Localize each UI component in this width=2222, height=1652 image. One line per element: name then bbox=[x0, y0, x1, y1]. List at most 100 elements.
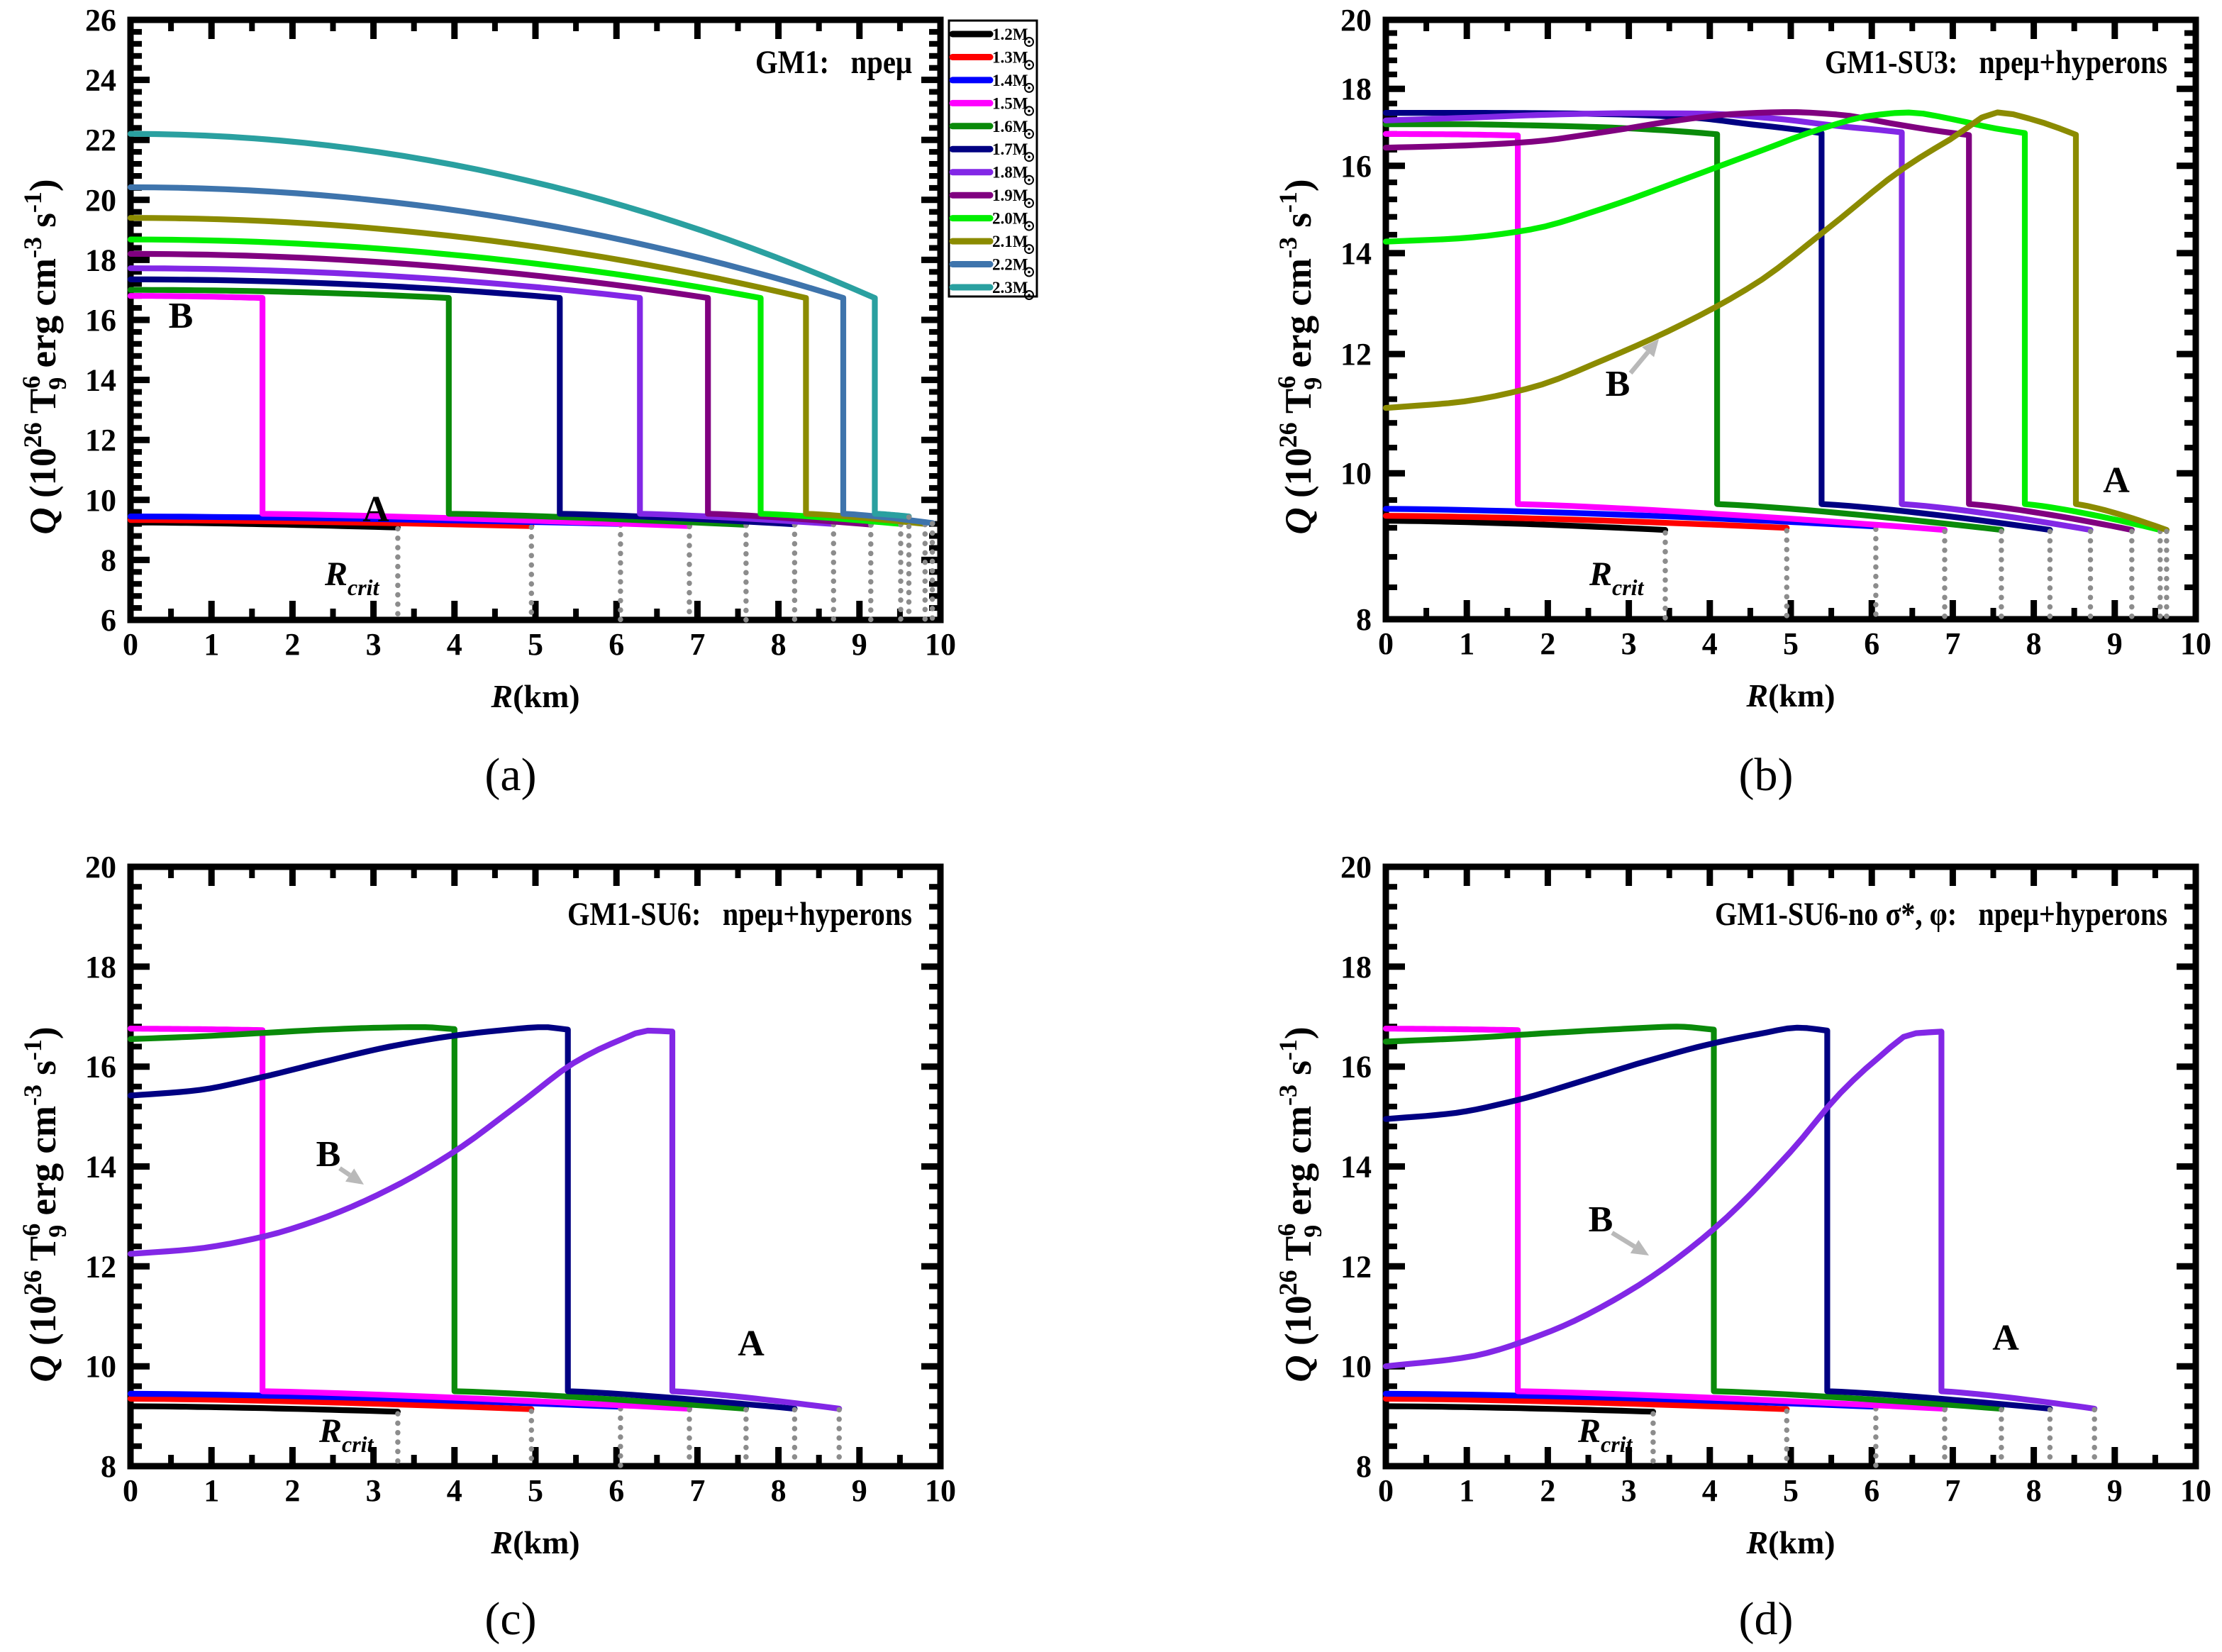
svg-text:6: 6 bbox=[1864, 626, 1879, 661]
svg-text:A: A bbox=[2103, 460, 2130, 501]
svg-text:14: 14 bbox=[1340, 1150, 1372, 1185]
svg-text:A: A bbox=[738, 1324, 765, 1364]
svg-text:10: 10 bbox=[85, 1349, 116, 1384]
svg-text:R(km): R(km) bbox=[490, 678, 579, 714]
svg-text:16: 16 bbox=[85, 303, 116, 338]
svg-text:12: 12 bbox=[1340, 337, 1372, 372]
svg-text:GM1: npeμ: GM1: npeμ bbox=[755, 44, 912, 81]
svg-text:14: 14 bbox=[85, 363, 116, 398]
svg-text:10: 10 bbox=[2180, 1473, 2211, 1508]
svg-text:18: 18 bbox=[1340, 72, 1372, 106]
svg-text:1: 1 bbox=[1459, 626, 1474, 661]
svg-text:16: 16 bbox=[85, 1050, 116, 1085]
svg-text:4: 4 bbox=[1702, 626, 1718, 661]
svg-text:26: 26 bbox=[85, 3, 116, 38]
svg-text:20: 20 bbox=[1340, 850, 1372, 885]
svg-text:1.8M: 1.8M bbox=[992, 164, 1028, 182]
svg-text:(b): (b) bbox=[1739, 749, 1794, 801]
svg-text:1: 1 bbox=[204, 1473, 219, 1508]
svg-text:4: 4 bbox=[447, 1473, 462, 1508]
svg-text:R(km): R(km) bbox=[490, 1524, 579, 1560]
svg-text:5: 5 bbox=[528, 1473, 543, 1508]
svg-text:1.7M: 1.7M bbox=[992, 140, 1028, 158]
svg-text:8: 8 bbox=[771, 1473, 787, 1508]
svg-text:20: 20 bbox=[1340, 3, 1372, 38]
svg-text:5: 5 bbox=[1783, 1473, 1799, 1508]
svg-text:Q (1026 T69 erg cm-3 s-1): Q (1026 T69 erg cm-3 s-1) bbox=[17, 1026, 72, 1382]
svg-text:1: 1 bbox=[204, 627, 219, 662]
svg-text:8: 8 bbox=[1356, 602, 1372, 637]
svg-text:8: 8 bbox=[101, 543, 116, 577]
svg-text:Q (1026 T69 erg cm-3 s-1): Q (1026 T69 erg cm-3 s-1) bbox=[17, 179, 72, 534]
svg-text:0: 0 bbox=[1378, 626, 1394, 661]
svg-text:8: 8 bbox=[2026, 1473, 2042, 1508]
svg-text:(a): (a) bbox=[484, 749, 536, 801]
svg-text:12: 12 bbox=[1340, 1249, 1372, 1284]
svg-text:GM1-SU6: npeμ+hyperons: GM1-SU6: npeμ+hyperons bbox=[567, 896, 912, 933]
svg-text:16: 16 bbox=[1340, 1050, 1372, 1085]
svg-text:18: 18 bbox=[1340, 950, 1372, 985]
svg-text:B: B bbox=[316, 1134, 341, 1175]
svg-text:0: 0 bbox=[123, 1473, 138, 1508]
svg-text:2.1M: 2.1M bbox=[992, 233, 1028, 250]
svg-text:12: 12 bbox=[85, 1249, 116, 1284]
svg-text:8: 8 bbox=[101, 1449, 116, 1484]
svg-text:5: 5 bbox=[528, 627, 543, 662]
svg-text:18: 18 bbox=[85, 950, 116, 985]
svg-text:1: 1 bbox=[1459, 1473, 1474, 1508]
svg-text:2: 2 bbox=[284, 627, 300, 662]
svg-text:(d): (d) bbox=[1739, 1593, 1794, 1645]
svg-text:10: 10 bbox=[925, 1473, 956, 1508]
svg-text:B: B bbox=[1606, 364, 1631, 404]
svg-text:R(km): R(km) bbox=[1745, 677, 1835, 714]
svg-text:20: 20 bbox=[85, 183, 116, 218]
svg-text:6: 6 bbox=[609, 1473, 624, 1508]
svg-text:10: 10 bbox=[2180, 626, 2211, 661]
svg-text:10: 10 bbox=[1340, 1349, 1372, 1384]
svg-text:24: 24 bbox=[85, 63, 116, 98]
svg-text:10: 10 bbox=[85, 483, 116, 518]
svg-text:6: 6 bbox=[609, 627, 624, 662]
svg-text:3: 3 bbox=[1621, 626, 1637, 661]
svg-text:7: 7 bbox=[689, 627, 705, 662]
svg-text:6: 6 bbox=[1864, 1473, 1879, 1508]
svg-text:16: 16 bbox=[1340, 149, 1372, 184]
svg-text:2: 2 bbox=[1540, 626, 1555, 661]
svg-text:1.6M: 1.6M bbox=[992, 118, 1028, 135]
svg-text:2: 2 bbox=[284, 1473, 300, 1508]
svg-text:A: A bbox=[362, 489, 389, 530]
svg-text:3: 3 bbox=[1621, 1473, 1637, 1508]
svg-text:3: 3 bbox=[366, 1473, 382, 1508]
svg-text:2.2M: 2.2M bbox=[992, 256, 1028, 274]
svg-text:A: A bbox=[1992, 1318, 2019, 1358]
svg-text:8: 8 bbox=[771, 627, 787, 662]
svg-text:4: 4 bbox=[1702, 1473, 1718, 1508]
svg-text:10: 10 bbox=[925, 627, 956, 662]
svg-text:0: 0 bbox=[123, 627, 138, 662]
svg-text:1.9M: 1.9M bbox=[992, 187, 1028, 204]
svg-text:9: 9 bbox=[852, 627, 867, 662]
svg-text:B: B bbox=[169, 296, 194, 336]
svg-text:10: 10 bbox=[1340, 456, 1372, 491]
svg-text:9: 9 bbox=[2107, 626, 2123, 661]
svg-text:GM1-SU3: npeμ+hyperons: GM1-SU3: npeμ+hyperons bbox=[1825, 44, 2167, 81]
svg-text:GM1-SU6-no σ*, φ: npeμ+hyper: GM1-SU6-no σ*, φ: npeμ+hyperons bbox=[1715, 896, 2167, 933]
svg-text:8: 8 bbox=[1356, 1449, 1372, 1484]
svg-text:7: 7 bbox=[1945, 1473, 1960, 1508]
svg-text:12: 12 bbox=[85, 423, 116, 458]
svg-text:14: 14 bbox=[85, 1150, 116, 1185]
svg-text:18: 18 bbox=[85, 243, 116, 277]
svg-text:7: 7 bbox=[689, 1473, 705, 1508]
svg-text:9: 9 bbox=[852, 1473, 867, 1508]
svg-text:1.5M: 1.5M bbox=[992, 94, 1028, 112]
svg-text:R(km): R(km) bbox=[1745, 1524, 1835, 1560]
svg-text:B: B bbox=[1589, 1199, 1613, 1240]
svg-text:4: 4 bbox=[447, 627, 462, 662]
svg-text:1.4M: 1.4M bbox=[992, 72, 1028, 89]
svg-text:5: 5 bbox=[1783, 626, 1799, 661]
svg-text:7: 7 bbox=[1945, 626, 1960, 661]
svg-text:14: 14 bbox=[1340, 236, 1372, 271]
svg-text:1.3M: 1.3M bbox=[992, 49, 1028, 67]
svg-text:2.0M: 2.0M bbox=[992, 210, 1028, 228]
svg-text:6: 6 bbox=[101, 603, 116, 638]
